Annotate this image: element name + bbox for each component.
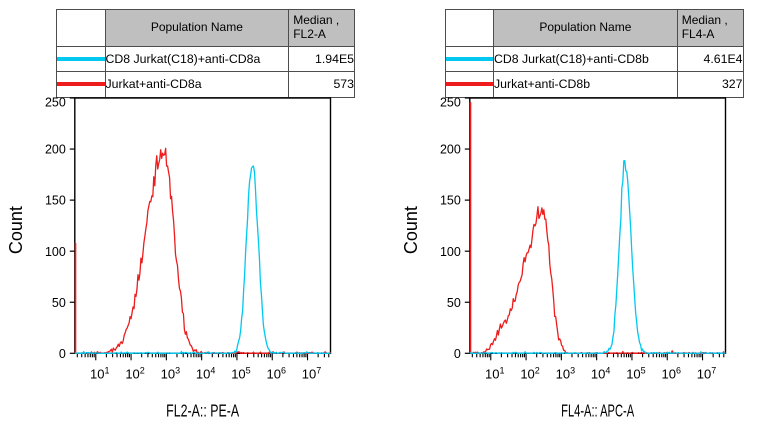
- svg-text:50: 50: [52, 296, 66, 310]
- svg-text:150: 150: [45, 194, 66, 208]
- svg-text:200: 200: [440, 143, 461, 157]
- svg-text:103: 103: [556, 365, 575, 381]
- svg-text:FL2-A:: PE-A: FL2-A:: PE-A: [166, 400, 239, 420]
- svg-text:105: 105: [231, 365, 250, 381]
- svg-text:102: 102: [520, 365, 539, 381]
- svg-text:0: 0: [59, 347, 66, 361]
- svg-text:106: 106: [661, 365, 680, 381]
- svg-text:106: 106: [266, 365, 285, 381]
- svg-text:250: 250: [440, 96, 461, 110]
- svg-text:200: 200: [45, 143, 66, 157]
- svg-text:100: 100: [45, 245, 66, 259]
- svg-text:105: 105: [626, 365, 645, 381]
- svg-text:Count: Count: [6, 206, 26, 254]
- svg-text:104: 104: [196, 365, 215, 381]
- svg-text:Count: Count: [401, 206, 421, 254]
- svg-text:107: 107: [302, 365, 321, 381]
- svg-text:0: 0: [454, 347, 461, 361]
- svg-text:107: 107: [697, 365, 716, 381]
- svg-text:102: 102: [125, 365, 144, 381]
- svg-text:250: 250: [45, 96, 66, 110]
- svg-text:150: 150: [440, 194, 461, 208]
- svg-text:103: 103: [161, 365, 180, 381]
- svg-text:100: 100: [440, 245, 461, 259]
- svg-text:104: 104: [591, 365, 610, 381]
- svg-text:FL4-A:: APC-A: FL4-A:: APC-A: [561, 400, 634, 420]
- svg-text:101: 101: [90, 365, 109, 381]
- svg-text:50: 50: [447, 296, 461, 310]
- svg-text:101: 101: [485, 365, 504, 381]
